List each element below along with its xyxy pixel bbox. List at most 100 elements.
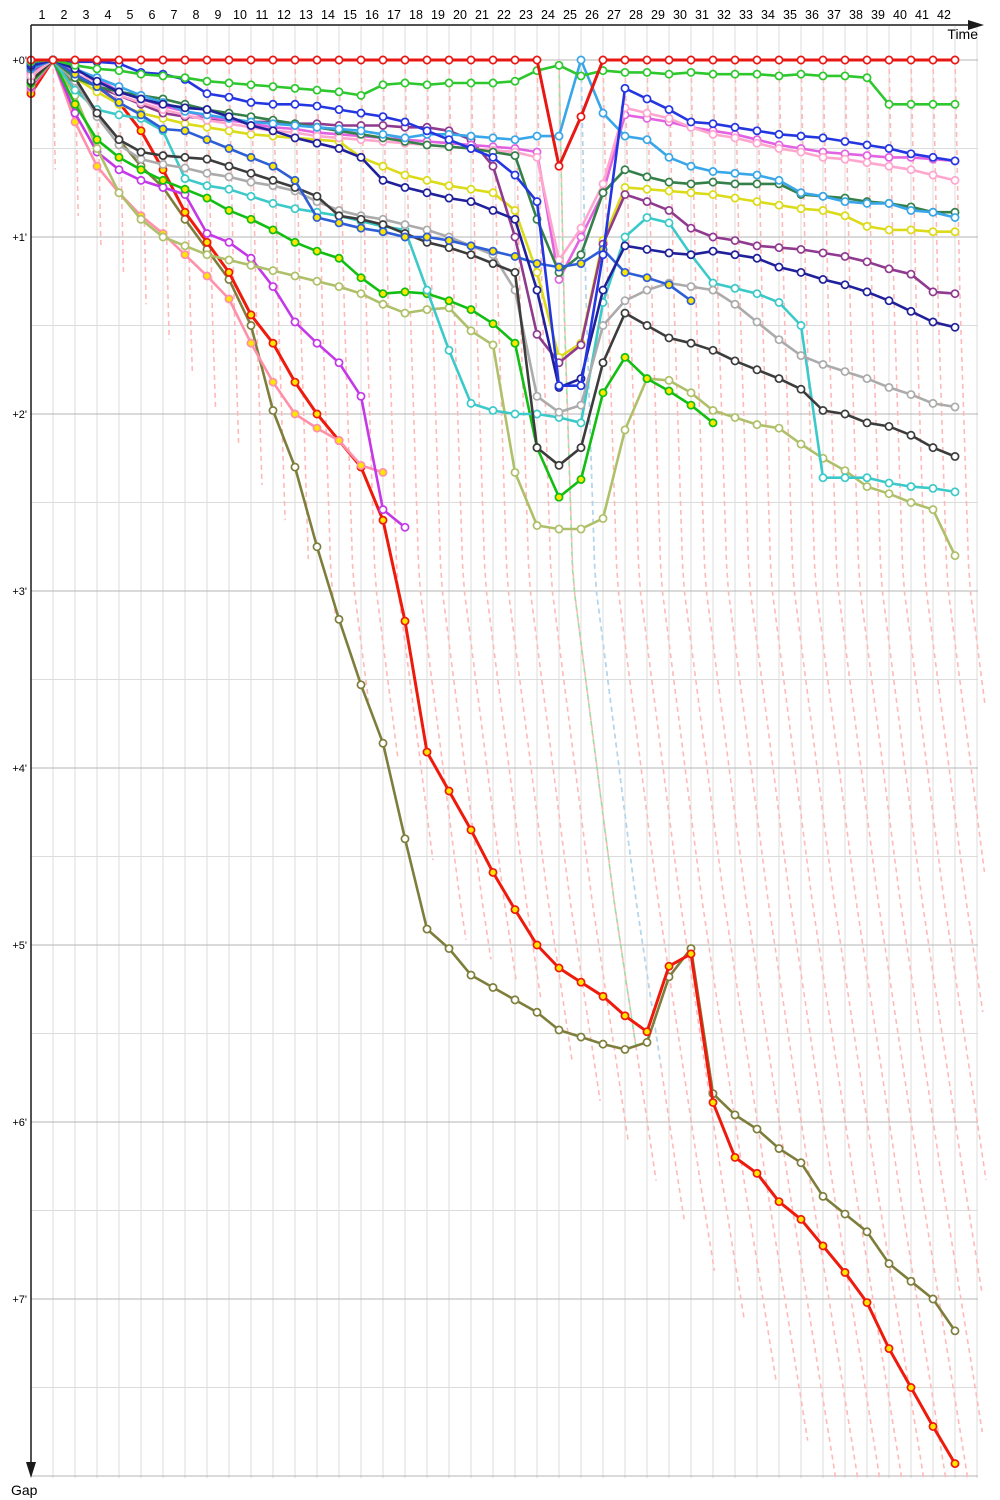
data-point-olive <box>532 1007 542 1017</box>
data-point-navy <box>532 285 542 295</box>
data-point-turquoise <box>180 174 190 184</box>
data-point-royal-blue <box>180 126 190 136</box>
data-point-blue <box>268 99 278 109</box>
data-point-green-2 <box>356 273 366 283</box>
data-point-red-2 <box>378 515 388 525</box>
x-tick-label: 25 <box>563 8 577 22</box>
data-point-light-pink <box>312 423 322 433</box>
data-point-sky-blue <box>290 121 300 130</box>
data-point-black <box>488 259 498 268</box>
x-tick-label: 34 <box>761 8 775 22</box>
leader-lap-dash <box>52 59 57 170</box>
data-point-navy <box>378 175 388 185</box>
data-point-sea-green <box>444 142 454 152</box>
series-turquoise[interactable] <box>26 55 960 497</box>
leader-lap-dash <box>470 59 542 1001</box>
data-point-olive <box>334 614 344 624</box>
data-point-yellow <box>884 225 894 235</box>
data-point-light-pink <box>202 271 212 281</box>
data-point-gray <box>422 225 432 235</box>
data-point-red-2 <box>598 991 608 1001</box>
data-point-blue <box>224 92 234 102</box>
data-point-green <box>268 82 278 92</box>
data-point-magenta <box>576 232 586 242</box>
data-point-green <box>356 90 366 100</box>
leader-lap-dash <box>888 59 987 1181</box>
data-point-leader-red <box>708 55 718 65</box>
x-tick-label: 30 <box>673 8 687 22</box>
data-point-green <box>488 78 498 88</box>
data-point-turquoise <box>796 321 806 330</box>
data-point-purple <box>642 197 652 207</box>
series-black[interactable] <box>26 55 960 470</box>
data-point-sky-blue <box>598 108 608 118</box>
series-green-2[interactable] <box>26 55 718 502</box>
data-point-gray <box>884 383 894 392</box>
data-point-blue <box>554 381 564 391</box>
data-point-olive <box>818 1191 828 1201</box>
data-point-green-2 <box>708 418 718 428</box>
data-point-pink <box>884 161 894 171</box>
data-point-black <box>598 358 608 368</box>
data-point-sky-blue <box>950 213 960 222</box>
data-point-green-2 <box>576 475 586 484</box>
data-point-black <box>202 154 212 164</box>
data-point-turquoise <box>290 204 300 214</box>
data-point-royal-blue <box>202 135 212 145</box>
data-point-black <box>818 406 828 415</box>
data-point-light-green <box>114 188 124 198</box>
data-point-purple <box>378 121 388 130</box>
data-point-sky-blue <box>466 131 476 141</box>
data-point-yellow <box>708 190 718 199</box>
data-point-gray <box>136 154 146 164</box>
data-point-pink <box>554 255 564 265</box>
data-point-turquoise <box>510 409 520 419</box>
y-axis-title: Gap <box>11 1482 38 1498</box>
data-point-black <box>158 151 168 161</box>
data-point-turquoise <box>532 409 542 419</box>
x-tick-label: 12 <box>277 8 291 22</box>
data-point-green-2 <box>400 287 410 297</box>
data-point-yellow <box>466 184 476 194</box>
series-violet[interactable] <box>26 55 410 532</box>
x-tick-label: 19 <box>431 8 445 22</box>
data-point-blue <box>752 126 762 136</box>
data-point-gray <box>730 299 740 309</box>
data-point-green <box>752 69 762 79</box>
data-point-pink <box>840 154 850 164</box>
leader-lap-dash <box>492 59 573 1061</box>
series-light-pink[interactable] <box>26 55 388 477</box>
data-point-yellow <box>246 129 256 139</box>
data-point-light-green <box>356 289 366 299</box>
data-point-red-2 <box>180 207 190 217</box>
data-point-light-green <box>202 250 212 260</box>
data-point-green <box>466 78 476 88</box>
data-point-navy <box>620 241 630 251</box>
data-point-gray <box>796 351 806 361</box>
data-point-royal-blue <box>224 144 234 153</box>
leader-lap-dash <box>514 59 601 1101</box>
data-point-light-green <box>862 482 872 492</box>
data-point-green <box>730 69 740 79</box>
data-point-violet <box>312 338 322 348</box>
data-point-olive <box>246 321 256 330</box>
leader-lap-dash <box>602 59 716 1271</box>
data-point-green-2 <box>598 388 608 398</box>
data-point-purple <box>950 289 960 299</box>
data-point-olive <box>906 1276 916 1286</box>
x-tick-label: 27 <box>607 8 621 22</box>
data-point-red-2 <box>290 377 300 387</box>
leader-lap-dash <box>778 59 925 1480</box>
data-point-black <box>180 152 190 162</box>
data-point-red-2 <box>840 1267 850 1277</box>
data-point-red-2 <box>686 949 696 959</box>
data-point-purple <box>730 236 740 245</box>
data-point-black <box>92 108 102 118</box>
data-point-pink <box>334 133 344 143</box>
y-tick-label: +6' <box>12 1117 27 1129</box>
data-point-green <box>862 73 872 83</box>
data-point-sea-green <box>730 179 740 189</box>
data-point-leader-red <box>290 55 300 65</box>
data-point-green <box>686 67 696 77</box>
data-point-sea-green <box>642 172 652 182</box>
